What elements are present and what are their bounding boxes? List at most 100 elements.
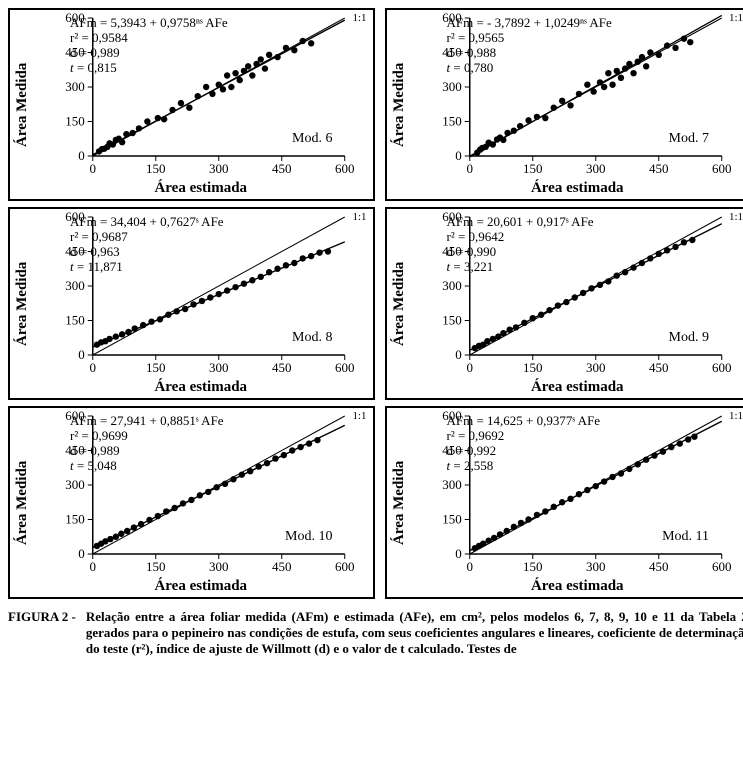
- svg-text:150: 150: [65, 313, 85, 328]
- x-axis-label: Área estimada: [33, 180, 369, 197]
- stats-block: AFm = 27,941 + 0,8851ˢ AFer² = 0,9699d =…: [70, 414, 224, 474]
- ratio-label: 1:1: [352, 12, 366, 24]
- svg-text:150: 150: [442, 114, 462, 129]
- ratio-label: 1:1: [352, 211, 366, 223]
- figure-caption: FIGURA 2 - Relação entre a área foliar m…: [8, 609, 743, 657]
- svg-text:300: 300: [65, 477, 85, 492]
- svg-text:0: 0: [90, 161, 97, 176]
- x-axis-label: Área estimada: [410, 180, 743, 197]
- svg-text:300: 300: [209, 161, 229, 176]
- caption-text: Relação entre a área foliar medida (AFm)…: [86, 609, 743, 657]
- svg-text:150: 150: [523, 161, 543, 176]
- svg-text:600: 600: [712, 161, 732, 176]
- svg-text:300: 300: [209, 360, 229, 375]
- svg-text:300: 300: [209, 559, 229, 574]
- mod-label: Mod. 7: [669, 131, 709, 147]
- svg-text:0: 0: [78, 347, 85, 362]
- svg-text:600: 600: [335, 559, 355, 574]
- svg-text:300: 300: [442, 278, 462, 293]
- svg-text:300: 300: [442, 79, 462, 94]
- svg-text:0: 0: [466, 161, 473, 176]
- d: d = 0,989: [70, 444, 224, 459]
- equation: AFm = - 3,7892 + 1,0249ⁿˢ AFe: [447, 16, 612, 31]
- r2: r² = 0,9642: [447, 230, 594, 245]
- svg-text:450: 450: [649, 559, 669, 574]
- svg-text:0: 0: [455, 546, 462, 561]
- y-axis-label: Área Medida: [389, 410, 410, 595]
- equation: AFm = 14,625 + 0,9377ˢ AFe: [447, 414, 601, 429]
- svg-text:150: 150: [65, 114, 85, 129]
- svg-text:600: 600: [712, 559, 732, 574]
- svg-text:600: 600: [335, 161, 355, 176]
- mod-label: Mod. 10: [285, 529, 332, 545]
- svg-text:300: 300: [442, 477, 462, 492]
- stats-block: AFm = 14,625 + 0,9377ˢ AFer² = 0,9692d =…: [447, 414, 601, 474]
- x-axis-label: Área estimada: [33, 578, 369, 595]
- equation: AFm = 20,601 + 0,917ˢ AFe: [447, 215, 594, 230]
- svg-text:150: 150: [442, 313, 462, 328]
- svg-text:300: 300: [65, 278, 85, 293]
- svg-text:300: 300: [586, 360, 606, 375]
- t: t = 5,048: [70, 459, 224, 474]
- r2: r² = 0,9699: [70, 429, 224, 444]
- mod-label: Mod. 6: [292, 131, 332, 147]
- d: d = 0,990: [447, 245, 594, 260]
- mod-label: Mod. 8: [292, 330, 332, 346]
- r2: r² = 0,9584: [70, 31, 228, 46]
- stats-block: AFm = 5,3943 + 0,9758ⁿˢ AFer² = 0,9584d …: [70, 16, 228, 76]
- svg-text:150: 150: [146, 559, 166, 574]
- d: d = 0,992: [447, 444, 601, 459]
- svg-text:150: 150: [65, 512, 85, 527]
- ratio-label: 1:1: [729, 12, 743, 24]
- r2: r² = 0,9692: [447, 429, 601, 444]
- caption-label: FIGURA 2 -: [8, 609, 76, 657]
- ratio-label: 1:1: [352, 410, 366, 422]
- stats-block: AFm = 20,601 + 0,917ˢ AFer² = 0,9642d = …: [447, 215, 594, 275]
- y-axis-label: Área Medida: [389, 12, 410, 197]
- d: d = 0,963: [70, 245, 224, 260]
- svg-text:300: 300: [586, 559, 606, 574]
- x-axis-label: Área estimada: [410, 578, 743, 595]
- d: d = 0,988: [447, 46, 612, 61]
- svg-text:0: 0: [78, 148, 85, 163]
- panel-grid: 1:1 AFm = 5,3943 + 0,9758ⁿˢ AFer² = 0,958…: [8, 8, 743, 599]
- ratio-label: 1:1: [729, 211, 743, 223]
- svg-text:450: 450: [272, 559, 292, 574]
- svg-text:300: 300: [65, 79, 85, 94]
- t: t = 11,871: [70, 260, 224, 275]
- svg-text:150: 150: [146, 161, 166, 176]
- svg-text:450: 450: [272, 360, 292, 375]
- x-axis-label: Área estimada: [33, 379, 369, 396]
- svg-text:450: 450: [649, 360, 669, 375]
- mod-label: Mod. 9: [669, 330, 709, 346]
- stats-block: AFm = 34,404 + 0,7627ˢ AFer² = 0,9687d =…: [70, 215, 224, 275]
- chart-panel: 1:1 AFm = 5,3943 + 0,9758ⁿˢ AFer² = 0,958…: [8, 8, 375, 201]
- t: t = 3,221: [447, 260, 594, 275]
- r2: r² = 0,9565: [447, 31, 612, 46]
- chart-panel: 1:1 AFm = - 3,7892 + 1,0249ⁿˢ AFer² = 0,9…: [385, 8, 743, 201]
- y-axis-label: Área Medida: [389, 211, 410, 396]
- svg-text:0: 0: [455, 347, 462, 362]
- x-axis-label: Área estimada: [410, 379, 743, 396]
- y-axis-label: Área Medida: [12, 410, 33, 595]
- equation: AFm = 5,3943 + 0,9758ⁿˢ AFe: [70, 16, 228, 31]
- svg-text:0: 0: [455, 148, 462, 163]
- t: t = 2,558: [447, 459, 601, 474]
- svg-text:150: 150: [523, 360, 543, 375]
- svg-text:0: 0: [90, 360, 97, 375]
- svg-text:0: 0: [466, 360, 473, 375]
- equation: AFm = 27,941 + 0,8851ˢ AFe: [70, 414, 224, 429]
- svg-text:150: 150: [523, 559, 543, 574]
- svg-text:150: 150: [442, 512, 462, 527]
- chart-panel: 1:1 AFm = 34,404 + 0,7627ˢ AFer² = 0,9687…: [8, 207, 375, 400]
- chart-panel: 1:1 AFm = 27,941 + 0,8851ˢ AFer² = 0,9699…: [8, 406, 375, 599]
- svg-text:450: 450: [272, 161, 292, 176]
- svg-text:450: 450: [649, 161, 669, 176]
- t: t = 0,815: [70, 61, 228, 76]
- svg-text:600: 600: [335, 360, 355, 375]
- svg-text:0: 0: [466, 559, 473, 574]
- stats-block: AFm = - 3,7892 + 1,0249ⁿˢ AFer² = 0,9565…: [447, 16, 612, 76]
- svg-text:0: 0: [78, 546, 85, 561]
- svg-text:300: 300: [586, 161, 606, 176]
- r2: r² = 0,9687: [70, 230, 224, 245]
